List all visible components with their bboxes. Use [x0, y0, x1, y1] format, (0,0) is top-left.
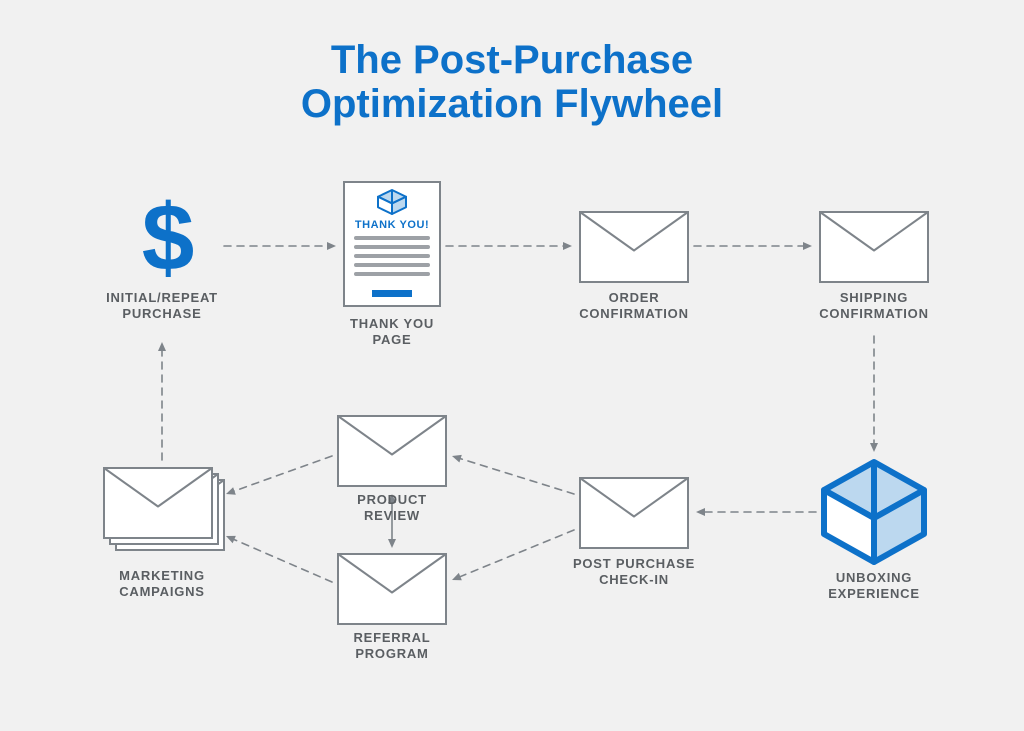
- edge-checkin-review: [452, 455, 574, 494]
- svg-text:THANK YOU!: THANK YOU!: [355, 219, 429, 231]
- label-checkin: POST PURCHASE CHECK-IN: [539, 556, 729, 589]
- label-shipping-confirm: SHIPPING CONFIRMATION: [789, 290, 959, 323]
- flywheel-diagram: $ THANK YOU! The Post-Purchase Optimizati…: [0, 0, 1024, 731]
- label-purchase: INITIAL/REPEAT PURCHASE: [87, 290, 237, 323]
- edge-marketing-purchase: [158, 342, 166, 460]
- label-order-confirm: ORDER CONFIRMATION: [549, 290, 719, 323]
- edge-thankyou-order-confirm: [446, 242, 572, 250]
- edge-purchase-thankyou: [224, 242, 336, 250]
- node-unboxing-icon: [824, 462, 924, 562]
- edge-unboxing-checkin: [696, 508, 816, 516]
- label-unboxing: UNBOXING EXPERIENCE: [789, 570, 959, 603]
- node-shipping-confirm-icon: [820, 212, 928, 282]
- edge-order-confirm-shipping-confirm: [694, 242, 812, 250]
- label-thankyou: THANK YOU PAGE: [322, 316, 462, 349]
- edge-shipping-confirm-unboxing: [870, 336, 878, 452]
- node-checkin-icon: [580, 478, 688, 548]
- edge-review-marketing: [226, 456, 332, 495]
- diagram-title: The Post-Purchase Optimization Flywheel: [162, 38, 862, 126]
- node-referral-icon: [338, 554, 446, 624]
- node-purchase-icon: $: [142, 185, 195, 291]
- node-marketing-icon: [104, 468, 224, 550]
- node-order-confirm-icon: [580, 212, 688, 282]
- label-marketing: MARKETING CAMPAIGNS: [82, 568, 242, 601]
- node-thankyou-icon: THANK YOU!: [344, 182, 440, 306]
- svg-text:$: $: [142, 185, 195, 291]
- label-referral: REFERRAL PROGRAM: [322, 630, 462, 663]
- node-review-icon: [338, 416, 446, 486]
- label-review: PRODUCT REVIEW: [322, 492, 462, 525]
